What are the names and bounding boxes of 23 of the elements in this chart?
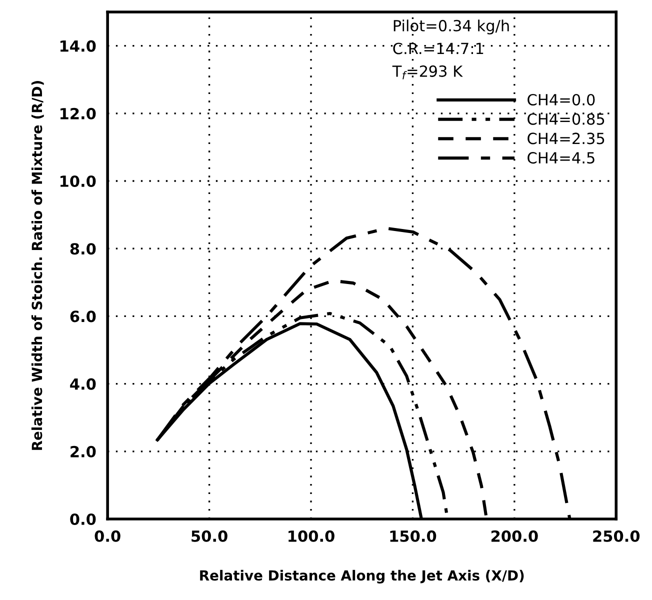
y-tick-label: 10.0 [60, 175, 96, 188]
y-tick-label: 4.0 [70, 378, 96, 390]
legend-label: CH4=4.5 [528, 152, 594, 164]
y-tick-label: 12.0 [60, 108, 96, 120]
y-tick-label: 14.0 [60, 40, 96, 52]
y-tick-label: 6.0 [70, 310, 96, 322]
x-tick-label: 50.0 [192, 530, 228, 542]
y-tick-label: 2.0 [70, 446, 96, 458]
annotation: T$_{f}$=293 K [392, 65, 463, 80]
y-tick-label: 0.0 [70, 513, 96, 526]
legend-label: CH4=0.0 [528, 94, 595, 106]
x-tick-label: 100.0 [288, 530, 334, 542]
y-tick-label: 8.0 [70, 243, 96, 255]
x-tick-label: 250.0 [593, 530, 640, 542]
y-axis-title: Relative Width of Stoich. Ratio of Mixture (R/D) [31, 81, 44, 450]
annotation: C.R.=14.7:1 [393, 42, 484, 54]
legend-label: CH4=2.35 [528, 132, 604, 144]
annotation: Pilot=0.34 kg/h [394, 20, 509, 34]
x-axis-title: Relative Distance Along the Jet Axis (X/D) [200, 570, 524, 584]
x-tick-label: 200.0 [491, 530, 538, 542]
legend-label: CH4=0.85 [528, 113, 604, 125]
x-tick-label: 150.0 [390, 530, 436, 542]
x-tick-label: 0.0 [94, 530, 120, 542]
